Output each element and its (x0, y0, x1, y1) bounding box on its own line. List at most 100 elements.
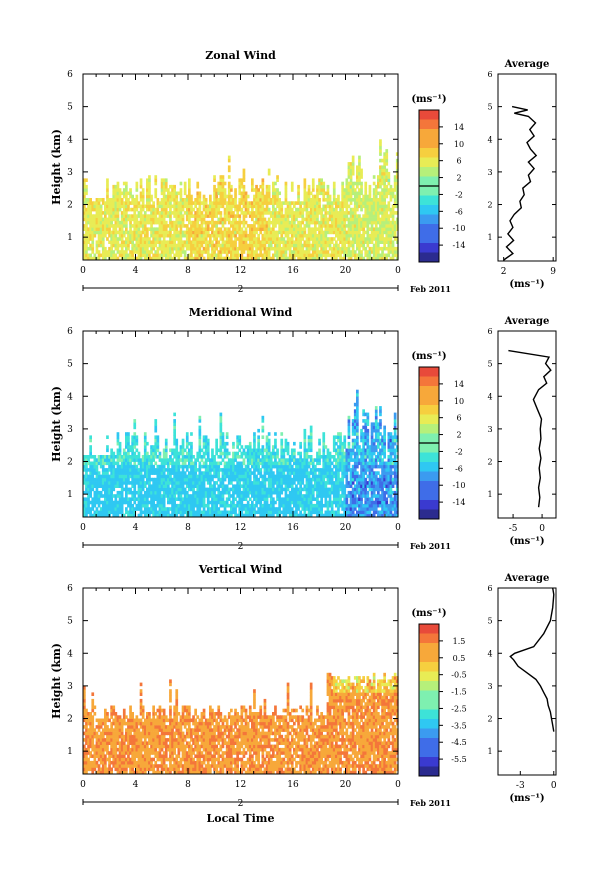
heatmap-cell (177, 497, 181, 501)
heatmap-cell (263, 220, 267, 225)
heatmap-cell (108, 484, 111, 488)
heatmap-cell (167, 224, 170, 228)
heatmap-cell (101, 458, 105, 462)
heatmap-cell (246, 510, 250, 515)
heatmap-cell (225, 201, 229, 205)
heatmap-cell (127, 435, 130, 439)
heatmap-cell (238, 220, 242, 225)
heatmap-cell (248, 474, 252, 479)
heatmap-cell (261, 448, 265, 453)
heatmap-cell (383, 243, 386, 248)
heatmap-cell (269, 237, 273, 241)
heatmap-cell (230, 468, 233, 472)
heatmap-cell (377, 253, 380, 258)
heatmap-cell (223, 507, 227, 511)
heatmap-cell (362, 256, 365, 261)
heatmap-cell (358, 162, 361, 166)
heatmap-cell (364, 220, 368, 225)
heatmap-cell (106, 194, 109, 199)
heatmap-cell (265, 246, 269, 251)
heatmap-cell (183, 461, 187, 466)
heatmap-cell (108, 198, 111, 202)
heatmap-cell (148, 191, 151, 196)
heatmap-cell (135, 448, 139, 453)
heatmap-cell (101, 455, 105, 459)
heatmap-cell (179, 237, 183, 241)
heatmap-cell (261, 201, 265, 205)
heatmap-cell (143, 448, 147, 453)
heatmap-cell (194, 227, 197, 231)
heatmap-cell (97, 243, 101, 248)
heatmap-cell (110, 448, 113, 453)
heatmap-cell (185, 481, 189, 485)
heatmap-cell (192, 513, 195, 518)
heatmap-cell (114, 477, 118, 482)
heatmap-cell (221, 175, 225, 179)
heatmap-cell (307, 233, 311, 238)
heatmap-cell (230, 256, 233, 261)
heatmap-cell (259, 243, 263, 248)
heatmap-cell (293, 233, 296, 238)
heatmap-cell (337, 237, 340, 241)
heatmap-cell (337, 250, 340, 254)
heatmap-cell (326, 201, 330, 205)
heatmap-cell (146, 487, 149, 492)
heatmap-cell (322, 220, 326, 225)
heatmap-cell (204, 474, 208, 479)
heatmap-cell (179, 246, 183, 251)
heatmap-cell (125, 220, 128, 225)
heatmap-cell (213, 211, 216, 215)
heatmap-cell (234, 468, 237, 472)
heatmap-cell (299, 220, 302, 225)
heatmap-cell (377, 198, 380, 202)
heatmap-cell (288, 484, 292, 488)
heatmap-cell (125, 211, 128, 215)
heatmap-cell (93, 468, 97, 472)
heatmap-cell (196, 198, 200, 202)
heatmap-cell (269, 490, 273, 495)
heatmap-cell (293, 214, 296, 218)
heatmap-cell (240, 497, 244, 501)
heatmap-cell (133, 487, 137, 492)
heatmap-cell (143, 481, 147, 485)
heatmap-cell (364, 240, 368, 244)
heatmap-cell (133, 214, 137, 218)
heatmap-cell (227, 477, 231, 482)
heatmap-cell (370, 214, 374, 218)
heatmap-cell (91, 224, 95, 228)
heatmap-cell (274, 214, 277, 218)
heatmap-cell (322, 240, 326, 244)
heatmap-cell (265, 500, 269, 505)
heatmap-cell (267, 194, 271, 199)
heatmap-cell (162, 237, 166, 241)
heatmap-cell (160, 178, 164, 182)
heatmap-cell (188, 461, 191, 466)
heatmap-cell (248, 513, 252, 518)
heatmap-cell (274, 201, 277, 205)
heatmap-cell (198, 194, 202, 199)
heatmap-cell (221, 246, 225, 251)
heatmap-cell (133, 438, 137, 443)
heatmap-cell (93, 207, 97, 212)
heatmap-cell (351, 198, 355, 202)
heatmap-cell (330, 224, 334, 228)
heatmap-cell (383, 184, 386, 189)
heatmap-cell (173, 484, 176, 488)
heatmap-cell (143, 253, 147, 258)
heatmap-cell (223, 240, 227, 244)
heatmap-cell (209, 243, 212, 248)
heatmap-cell (339, 211, 342, 215)
heatmap-cell (158, 490, 162, 495)
heatmap-cell (297, 253, 300, 258)
heatmap-cell (152, 256, 155, 261)
heatmap-cell (160, 201, 164, 205)
heatmap-cell (326, 220, 330, 225)
heatmap-cell (156, 438, 160, 443)
heatmap-cell (358, 171, 361, 176)
heatmap-cell (257, 240, 260, 244)
heatmap-cell (108, 458, 111, 462)
heatmap-cell (202, 455, 206, 459)
heatmap-cell (154, 220, 158, 225)
heatmap-cell (99, 243, 103, 248)
heatmap-cell (301, 233, 305, 238)
